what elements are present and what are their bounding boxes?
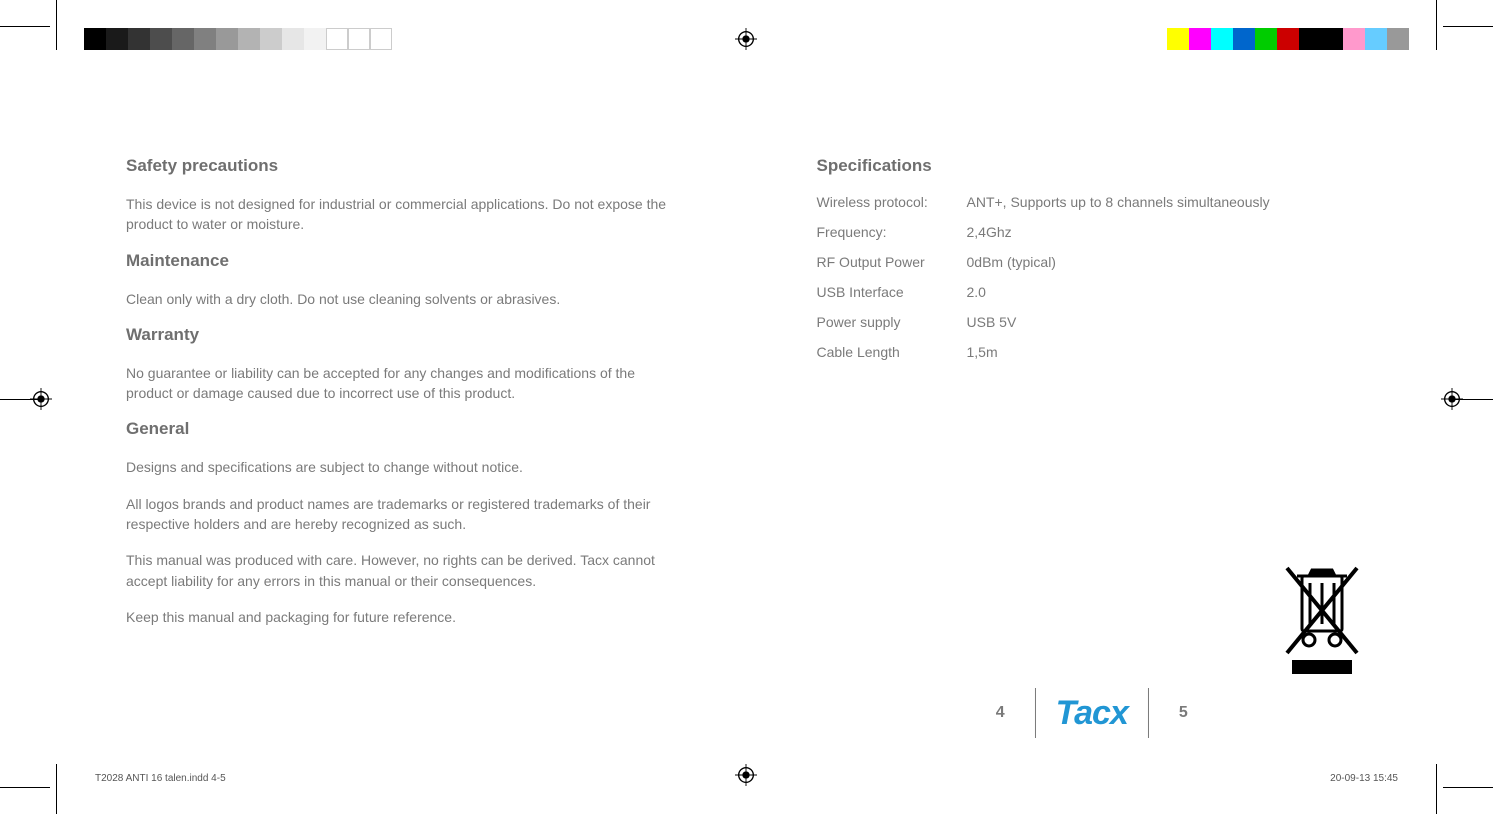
spec-value: 1,5m (967, 344, 1368, 360)
weee-bin-icon (1277, 558, 1367, 678)
spec-row: Power supplyUSB 5V (817, 314, 1368, 330)
general-text: Designs and specifications are subject t… (126, 457, 677, 477)
spec-label: Power supply (817, 314, 967, 330)
general-text: This manual was produced with care. Howe… (126, 550, 677, 591)
spec-label: RF Output Power (817, 254, 967, 270)
spec-row: Cable Length1,5m (817, 344, 1368, 360)
crop-mark (0, 787, 50, 788)
spec-row: Frequency:2,4Ghz (817, 224, 1368, 240)
spec-value: USB 5V (967, 314, 1368, 330)
spec-value: ANT+, Supports up to 8 channels simultan… (967, 194, 1368, 210)
spec-label: Cable Length (817, 344, 967, 360)
registration-mark-icon (30, 388, 52, 410)
spec-row: Wireless protocol:ANT+, Supports up to 8… (817, 194, 1368, 210)
crop-mark (1443, 26, 1493, 27)
slug-filename: T2028 ANTI 16 talen.indd 4-5 (95, 773, 226, 784)
spec-value: 0dBm (typical) (967, 254, 1368, 270)
spec-label: Wireless protocol: (817, 194, 967, 210)
specifications-heading: Specifications (817, 156, 1368, 176)
page-spread: Safety precautions This device is not de… (56, 26, 1437, 788)
crop-mark (0, 26, 50, 27)
brand-logo: Tacx (1036, 694, 1148, 733)
maintenance-text: Clean only with a dry cloth. Do not use … (126, 289, 677, 309)
warranty-heading: Warranty (126, 325, 677, 345)
warranty-text: No guarantee or liability can be accepte… (126, 363, 677, 404)
left-page: Safety precautions This device is not de… (56, 26, 747, 788)
general-text: Keep this manual and packaging for futur… (126, 607, 677, 627)
spec-row: USB Interface2.0 (817, 284, 1368, 300)
slug-timestamp: 20-09-13 15:45 (1330, 773, 1398, 784)
page-number-right: 5 (1149, 704, 1218, 722)
safety-text: This device is not designed for industri… (126, 194, 677, 235)
footer-brand: 4 Tacx 5 (966, 688, 1218, 738)
safety-heading: Safety precautions (126, 156, 677, 176)
spec-value: 2.0 (967, 284, 1368, 300)
specifications-table: Wireless protocol:ANT+, Supports up to 8… (817, 194, 1368, 360)
right-page: Specifications Wireless protocol:ANT+, S… (747, 26, 1438, 788)
general-text: All logos brands and product names are t… (126, 494, 677, 535)
registration-mark-icon (1441, 388, 1463, 410)
spec-value: 2,4Ghz (967, 224, 1368, 240)
spec-label: USB Interface (817, 284, 967, 300)
page-number-left: 4 (966, 704, 1035, 722)
general-heading: General (126, 419, 677, 439)
maintenance-heading: Maintenance (126, 251, 677, 271)
spec-label: Frequency: (817, 224, 967, 240)
crop-mark (1443, 787, 1493, 788)
spec-row: RF Output Power0dBm (typical) (817, 254, 1368, 270)
